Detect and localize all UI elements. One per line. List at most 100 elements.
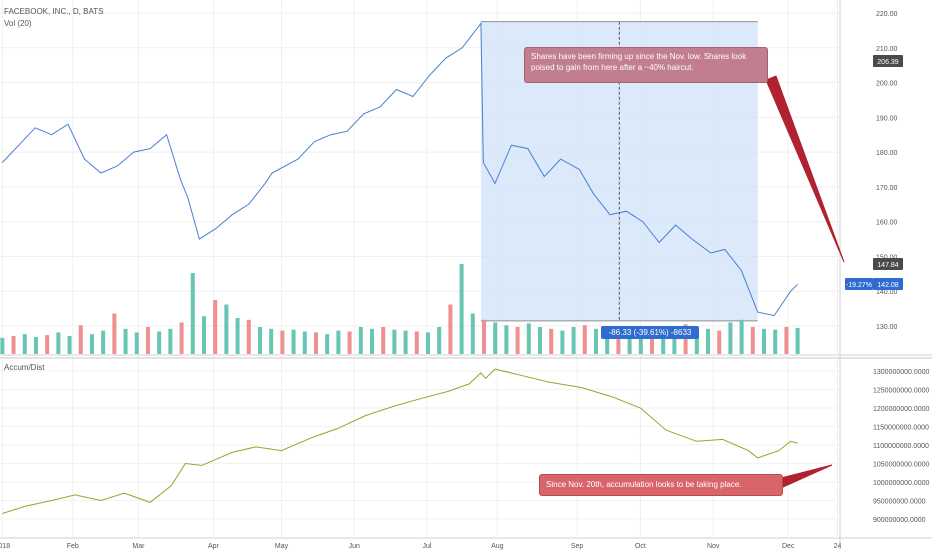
last-price-label: 142.08 <box>877 282 899 289</box>
price-tick-label: 190.00 <box>876 115 898 122</box>
accum-tick-label: 900000000.0000 <box>873 517 926 524</box>
volume-bar <box>425 332 430 354</box>
volume-bar <box>168 328 173 354</box>
volume-bar <box>67 336 72 354</box>
volume-bar <box>717 330 722 354</box>
volume-bar <box>179 322 184 354</box>
price-tick-label: 180.00 <box>876 150 898 157</box>
volume-bar <box>448 304 453 354</box>
price-tick-label: 220.00 <box>876 11 898 18</box>
volume-bar <box>571 327 576 354</box>
change-label-bg <box>845 278 873 290</box>
time-tick-label: Jul <box>422 543 431 550</box>
volume-bar <box>78 325 83 354</box>
accum-tick-label: 1300000000.0000 <box>873 369 930 376</box>
volume-bar <box>257 327 262 354</box>
volume-bar <box>650 327 655 354</box>
symbol-title[interactable]: FACEBOOK, INC., D, BATS <box>4 7 104 16</box>
volume-legend[interactable]: Vol (20) <box>4 19 32 28</box>
volume-bar <box>683 324 688 354</box>
price-axis-labels: 206.39 147.84 -19.27% 142.08 <box>845 55 903 290</box>
price-tick-label: 210.00 <box>876 46 898 53</box>
volume-bar <box>145 327 150 354</box>
volume-bar <box>302 331 307 354</box>
volume-bar <box>627 328 632 354</box>
volume-bar <box>157 331 162 354</box>
price-annotation-arrow <box>765 75 845 263</box>
volume-bar <box>101 330 106 354</box>
volume-bar <box>11 336 16 354</box>
volume-bar <box>750 327 755 354</box>
volume-bar <box>616 327 621 354</box>
volume-bar <box>201 316 206 354</box>
time-tick-label: Jun <box>349 543 360 550</box>
volume-bar <box>795 327 800 354</box>
volume-bar <box>269 328 274 354</box>
volume-bar <box>190 273 195 354</box>
time-axis: 2018 Feb Mar Apr May Jun Jul Aug Sep Oct Nov Dec 24 <box>0 543 841 550</box>
accum-tick-label: 1150000000.0000 <box>873 425 929 432</box>
volume-bar <box>594 328 599 354</box>
time-tick-label: Mar <box>132 543 145 550</box>
accum-annotation[interactable]: Since Nov. 20th, accumulation looks to b… <box>539 474 783 496</box>
volume-bar <box>213 300 218 354</box>
time-tick-label: May <box>275 543 289 550</box>
accum-dist-line <box>2 368 798 514</box>
volume-bar <box>56 332 61 354</box>
volume-bar <box>560 330 565 354</box>
time-tick-label: Feb <box>67 543 79 550</box>
volume-bar <box>347 331 352 354</box>
price-tick-label: 130.00 <box>876 324 898 331</box>
volume-bar <box>291 329 296 354</box>
price-tick-label: 150.00 <box>876 254 898 261</box>
volume-bar <box>762 328 767 354</box>
accum-tick-label: 1000000000.0000 <box>873 480 930 487</box>
last-price-label-bg <box>873 278 903 290</box>
volume-bar <box>123 328 128 354</box>
volume-bar <box>739 319 744 354</box>
volume-bar <box>515 327 520 354</box>
accum-tick-label: 1250000000.0000 <box>873 388 930 395</box>
volume-bar <box>470 313 475 354</box>
volume-bar <box>537 327 542 354</box>
volume-bar <box>403 330 408 354</box>
volume-bar <box>493 322 498 354</box>
volume-bar <box>134 332 139 354</box>
range-measure-label[interactable]: -86.33 (-39.61%) -8633 <box>601 326 699 339</box>
volume-bar <box>358 327 363 354</box>
volume-bar <box>661 328 666 354</box>
price-tick-label: 200.00 <box>876 81 898 88</box>
volume-bar <box>526 323 531 354</box>
volume-bar <box>437 327 442 354</box>
time-tick-label: 2018 <box>0 543 10 550</box>
volume-bar <box>112 313 117 354</box>
volume-bar <box>325 334 330 354</box>
price-line <box>1 21 798 317</box>
volume-bar <box>235 318 240 354</box>
volume-bar <box>280 330 285 354</box>
volume-bar <box>481 319 486 354</box>
range-top-label-bg <box>873 55 903 67</box>
accum-tick-label: 1100000000.0000 <box>873 443 929 450</box>
time-tick-label: 24 <box>834 543 842 550</box>
accum-axis: 1300000000.0000 1250000000.0000 1200000000… <box>873 369 930 524</box>
volume-bar <box>582 325 587 354</box>
price-annotation[interactable]: Shares have been firming up since the No… <box>524 47 768 83</box>
volume-bar <box>605 329 610 354</box>
volume-bar <box>706 328 711 354</box>
accum-tick-label: 1050000000.0000 <box>873 462 930 469</box>
time-tick-label: Aug <box>491 543 504 550</box>
volume-bar <box>89 334 94 354</box>
range-bottom-label-bg <box>873 258 903 270</box>
accum-dist-legend[interactable]: Accum/Dist <box>4 363 45 372</box>
volume-bar <box>22 334 27 354</box>
volume-bar <box>33 336 38 354</box>
price-tick-label: 160.00 <box>876 220 898 227</box>
accum-tick-label: 1200000000.0000 <box>873 406 930 413</box>
volume-bar <box>504 325 509 354</box>
time-tick-label: Sep <box>571 543 584 550</box>
volume-bar <box>773 329 778 354</box>
change-label: -19.27% <box>846 282 872 289</box>
